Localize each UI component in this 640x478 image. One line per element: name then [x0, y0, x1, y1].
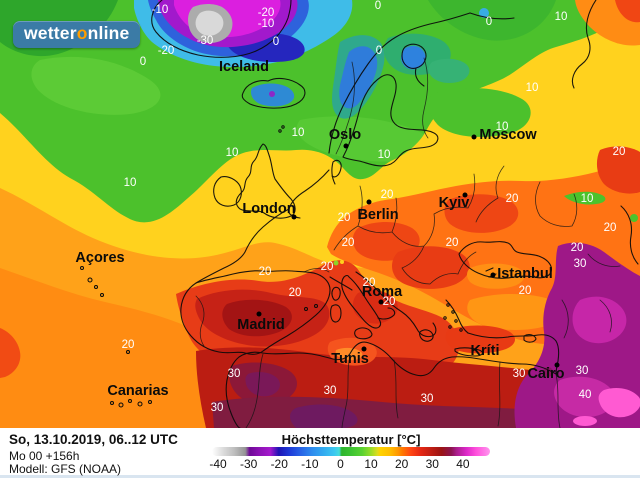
city-marker-cairo	[554, 362, 560, 368]
city-label-roma: Roma	[361, 284, 403, 300]
contour-label: 20	[121, 339, 135, 351]
contour-label: 30	[323, 385, 337, 397]
contour-label: 20	[362, 277, 376, 289]
contour-label: 30	[420, 393, 434, 405]
contour-label: 10	[554, 11, 568, 23]
weather-map[interactable]: Iceland Oslo Moscow London Berlin Kyiv Açores I…	[0, 0, 640, 428]
brand-logo: wetteronline	[13, 21, 141, 48]
contour-label: -30	[196, 35, 214, 47]
contour-label: 20	[445, 237, 459, 249]
city-label-canarias: Canarias	[107, 383, 169, 399]
contour-label: -10	[257, 18, 275, 30]
city-marker-kyiv	[462, 192, 468, 198]
city-marker-madrid	[256, 311, 262, 317]
contour-label: 10	[580, 193, 594, 205]
city-marker-london	[291, 214, 297, 220]
city-label-kyiv: Kyiv	[438, 195, 470, 211]
contour-label: 20	[612, 146, 626, 158]
contour-label: 30	[575, 365, 589, 377]
city-marker-oslo	[343, 143, 349, 149]
logo-text-wetter: wetter	[24, 23, 77, 43]
city-marker-berlin	[366, 199, 372, 205]
city-label-cairo: Cairo	[527, 366, 565, 382]
info-bar: So, 13.10.2019, 06..12 UTC Mo 00 +156h M…	[0, 428, 640, 478]
legend-colorbar	[212, 447, 490, 456]
contour-label: 0	[375, 45, 383, 57]
legend-title: Höchsttemperatur [°C]	[281, 432, 421, 447]
city-label-moscow: Moscow	[479, 127, 537, 143]
city-marker-istanbul	[490, 272, 496, 278]
temperature-fill-regions	[0, 0, 640, 428]
legend-tick--10: -10	[301, 457, 319, 471]
contour-label: -20	[257, 7, 275, 19]
contour-label: 10	[495, 121, 509, 133]
contour-label: 10	[225, 147, 239, 159]
map-label-layer: Iceland Oslo Moscow London Berlin Kyiv Açores I…	[75, 0, 626, 414]
city-label-tunis: Tunis	[331, 351, 369, 367]
legend-tick-row: -40 -30 -20 -10 0 10 20 30 40	[209, 457, 490, 471]
contour-label: 0	[374, 0, 382, 12]
contour-label: 0	[485, 16, 493, 28]
contour-label: 30	[227, 368, 241, 380]
city-label-berlin: Berlin	[357, 207, 399, 223]
contour-label: 10	[377, 149, 391, 161]
contour-label: 30	[573, 258, 587, 270]
contour-label: 20	[337, 212, 351, 224]
contour-label: 20	[380, 189, 394, 201]
city-label-oslo: Oslo	[328, 127, 362, 143]
contour-label: 20	[288, 287, 302, 299]
contour-label: 20	[341, 237, 355, 249]
contour-label: 20	[320, 261, 334, 273]
contour-label: 0	[272, 36, 280, 48]
contour-label: 30	[210, 402, 224, 414]
city-label-iceland: Iceland	[219, 59, 269, 75]
legend-tick-0: 0	[337, 457, 344, 471]
temperature-map-canvas	[0, 0, 640, 428]
contour-label: 20	[570, 242, 584, 254]
legend-tick--30: -30	[239, 457, 258, 471]
legend-tick-30: 30	[425, 457, 439, 471]
logo-accent-o: o	[76, 23, 88, 43]
contour-label: 10	[525, 82, 539, 94]
model-run-label: Mo 00 +156h	[9, 449, 80, 463]
valid-time-label: So, 13.10.2019, 06..12 UTC	[9, 432, 178, 447]
model-name-label: Modell: GFS (NOAA)	[9, 462, 122, 476]
contour-label: 20	[505, 193, 519, 205]
city-label-istanbul: Istanbul	[497, 266, 553, 282]
contour-label: 10	[123, 177, 137, 189]
contour-label: 20	[382, 296, 396, 308]
contour-label: -10	[151, 4, 169, 16]
city-label-london: London	[242, 201, 296, 217]
contour-label: 20	[518, 285, 532, 297]
city-marker-moscow	[471, 134, 477, 140]
legend-tick-40: 40	[456, 457, 470, 471]
contour-label: 30	[512, 368, 526, 380]
city-label-açores: Açores	[75, 250, 125, 266]
city-label-madrid: Madrid	[237, 317, 285, 333]
legend-tick-10: 10	[364, 457, 378, 471]
contour-label: 0	[139, 56, 147, 68]
city-label-kríti: Kríti	[470, 343, 500, 359]
contour-label: 20	[258, 266, 272, 278]
legend-tick--20: -20	[270, 457, 288, 471]
contour-label: -20	[157, 45, 175, 57]
country-borders	[195, 57, 621, 428]
city-marker-tunis	[361, 346, 367, 352]
contour-label: 40	[578, 389, 592, 401]
legend-tick--40: -40	[209, 457, 227, 471]
contour-label: 10	[291, 127, 305, 139]
city-marker-roma	[378, 299, 384, 305]
island-specks	[80, 125, 463, 408]
contour-label: 20	[603, 222, 617, 234]
logo-text-nline: nline	[87, 23, 130, 43]
legend-tick-20: 20	[394, 457, 409, 471]
